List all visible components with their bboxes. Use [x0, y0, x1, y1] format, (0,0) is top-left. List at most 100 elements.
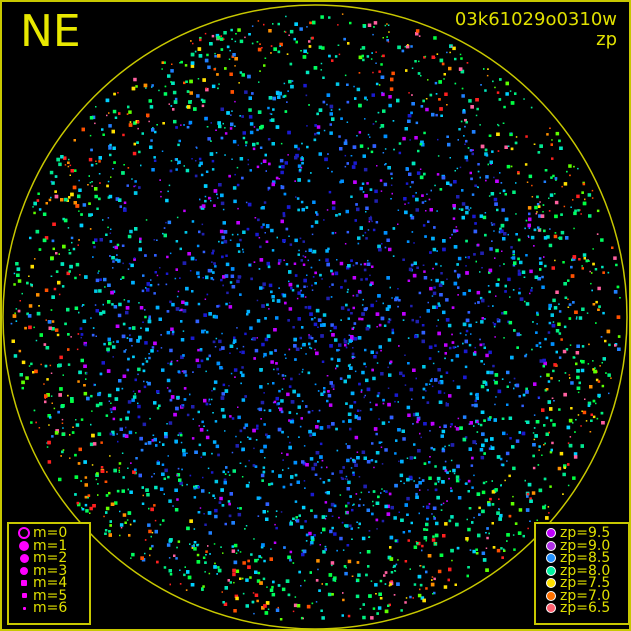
star-point	[565, 236, 569, 240]
star-point	[339, 470, 343, 474]
star-point	[345, 475, 348, 478]
star-point	[507, 145, 510, 147]
star-point	[258, 81, 260, 83]
star-point	[309, 544, 312, 546]
star-point	[230, 28, 233, 32]
star-point	[297, 147, 300, 151]
star-point	[387, 24, 390, 26]
star-point	[194, 450, 198, 454]
star-point	[247, 565, 251, 569]
star-point	[552, 298, 556, 303]
star-point	[229, 127, 233, 130]
star-point	[486, 74, 489, 77]
star-point	[74, 276, 77, 280]
star-point	[411, 398, 413, 400]
star-point	[395, 439, 398, 442]
star-point	[152, 127, 154, 129]
star-point	[364, 118, 366, 120]
star-point	[289, 483, 293, 486]
star-point	[81, 508, 85, 511]
star-point	[328, 190, 332, 194]
star-point	[601, 384, 605, 388]
star-point	[462, 292, 467, 296]
star-point	[218, 183, 222, 187]
star-point	[159, 179, 161, 181]
star-point	[510, 355, 514, 360]
star-point	[104, 529, 108, 532]
star-point	[184, 64, 188, 67]
star-point	[67, 227, 70, 229]
star-point	[183, 165, 185, 167]
star-point	[456, 546, 460, 550]
star-point	[312, 432, 316, 436]
star-point	[128, 262, 131, 265]
star-point	[421, 544, 424, 548]
star-point	[146, 288, 150, 292]
star-point	[340, 286, 343, 289]
star-point	[425, 539, 427, 542]
star-point	[370, 281, 374, 285]
star-point	[348, 339, 352, 343]
star-point	[366, 99, 368, 101]
star-point	[92, 327, 95, 329]
star-point	[261, 206, 265, 210]
star-point	[479, 343, 483, 347]
star-point	[344, 344, 347, 347]
star-point	[616, 315, 621, 319]
star-point	[121, 387, 124, 390]
star-point	[582, 410, 587, 415]
star-point	[294, 358, 297, 361]
star-point	[185, 168, 190, 173]
star-point	[406, 457, 409, 459]
star-point	[18, 349, 22, 353]
star-point	[468, 507, 472, 510]
star-point	[465, 159, 469, 162]
star-point	[305, 405, 308, 408]
star-point	[245, 604, 249, 608]
star-point	[99, 238, 103, 242]
star-point	[221, 241, 224, 244]
star-point	[449, 470, 451, 472]
star-point	[599, 365, 601, 367]
star-point	[619, 297, 621, 299]
star-point	[205, 87, 207, 90]
star-point	[218, 240, 220, 243]
star-point	[444, 343, 448, 347]
star-point	[189, 270, 192, 272]
star-point	[393, 564, 396, 568]
star-point	[160, 347, 163, 349]
star-point	[82, 304, 84, 306]
star-point	[510, 132, 512, 134]
star-point	[428, 198, 431, 201]
star-point	[465, 329, 469, 333]
star-point	[387, 402, 391, 407]
star-point	[361, 182, 365, 185]
star-point	[126, 113, 129, 115]
star-point	[292, 517, 295, 520]
star-point	[323, 387, 326, 390]
star-point	[436, 210, 438, 212]
star-point	[163, 566, 167, 569]
star-point	[479, 124, 481, 126]
star-point	[563, 464, 567, 468]
star-point	[330, 502, 335, 507]
star-point	[94, 304, 97, 306]
star-point	[182, 404, 184, 406]
star-point	[455, 522, 459, 527]
star-point	[217, 304, 221, 308]
star-point	[484, 212, 487, 214]
star-point	[137, 367, 141, 372]
star-point	[538, 488, 543, 493]
star-point	[419, 316, 421, 318]
star-point	[541, 275, 544, 279]
star-point	[355, 493, 358, 495]
star-point	[437, 138, 439, 141]
star-point	[235, 33, 237, 35]
star-point	[151, 168, 155, 172]
star-point	[64, 164, 67, 166]
star-point	[543, 477, 547, 481]
star-point	[360, 48, 362, 50]
star-point	[198, 164, 201, 167]
star-point	[153, 159, 157, 162]
star-point	[148, 529, 152, 534]
